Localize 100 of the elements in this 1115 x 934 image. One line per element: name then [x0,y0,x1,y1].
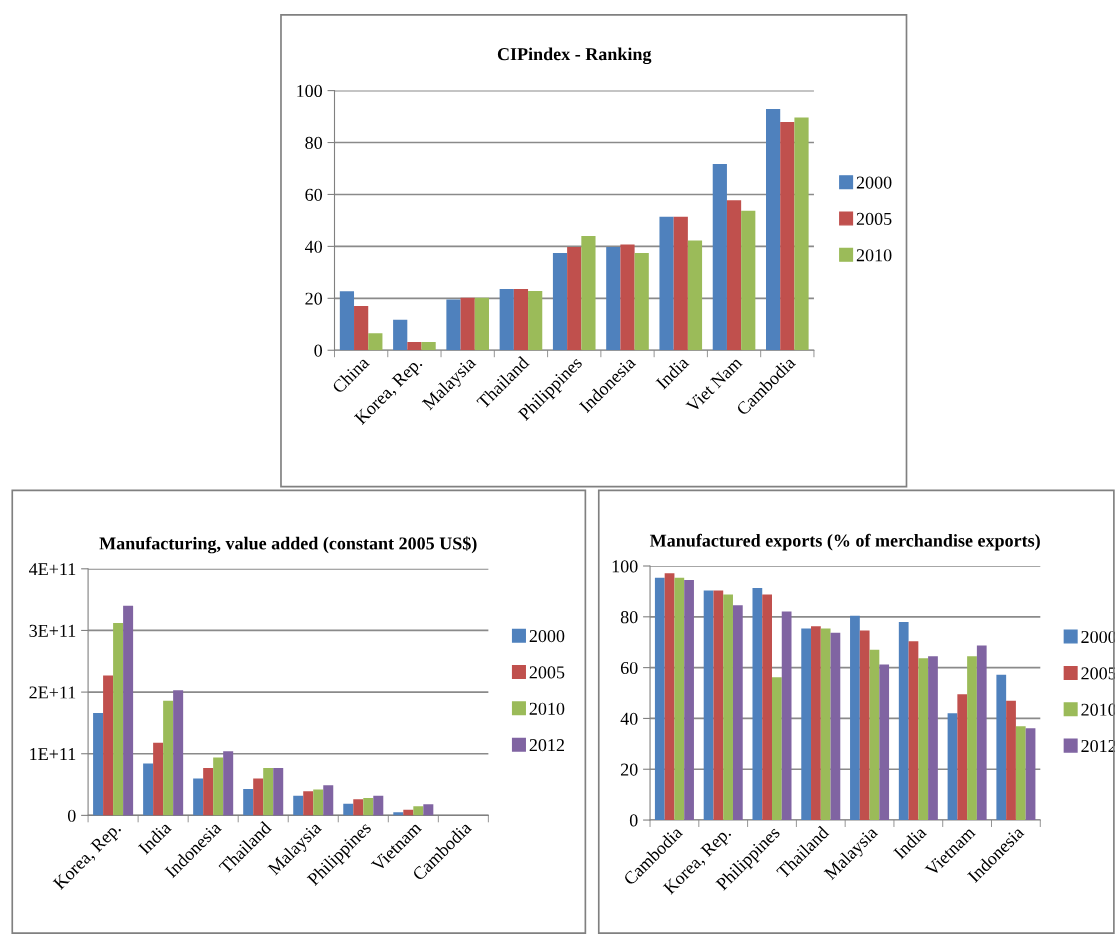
bar [830,632,841,821]
legend-label: 2012 [1081,739,1115,753]
bar [303,791,314,816]
y-tick-label: 100 [297,84,323,98]
y-tick-label: 20 [305,292,323,305]
bar [354,306,369,351]
bar [712,164,727,351]
legend-label: 2010 [856,249,892,262]
legend-label: 2000 [529,629,565,643]
bar [460,297,475,351]
y-tick-label: 80 [305,136,323,149]
legend-label: 2005 [529,666,565,679]
y-tick-label: 0 [629,814,638,827]
y-tick-label: 40 [620,712,638,725]
bar [223,751,234,816]
y-tick-label: 1E+11 [30,748,76,760]
bar [606,246,621,351]
bar [673,216,688,351]
bar [103,675,114,816]
bar [353,799,364,816]
bar [423,804,434,816]
bar [947,713,958,821]
bar [1015,726,1026,821]
bar [393,319,408,351]
bar [794,117,809,351]
bar [293,795,304,816]
bar [93,713,104,816]
bar [811,626,821,821]
bar [908,641,919,821]
bar [163,700,174,816]
y-tick-label: 20 [620,763,638,776]
bar [581,236,596,351]
bar [323,785,334,816]
bar [446,299,461,351]
bar [762,594,772,821]
bar [664,573,675,821]
bar [801,628,812,821]
bar [850,615,860,821]
bar [243,788,254,816]
legend-label: 2000 [856,176,892,189]
bar [654,577,665,821]
bar [869,649,880,821]
y-tick-label: 2E+11 [29,686,76,699]
bar [741,210,756,351]
y-tick-label: 0 [67,809,76,822]
bar [723,594,733,821]
y-tick-label: 4E+11 [29,563,76,576]
bar [393,812,404,816]
chart-title: Manufacturing, value added (constant 2005 US$) [99,536,477,554]
bar [313,789,324,816]
legend-label: 2005 [856,212,892,225]
bar [153,742,164,816]
bar [703,590,714,821]
bar [772,677,782,821]
y-tick-label: 3E+11 [29,624,76,637]
y-tick-label: 100 [612,560,638,573]
bar [343,803,354,816]
legend-label: 2010 [529,702,565,715]
bar [552,252,568,351]
bar [143,763,154,816]
bar [976,645,987,821]
bar [820,628,831,821]
bar [879,664,890,821]
bar [474,297,489,351]
bar [713,590,724,821]
bar [674,577,685,821]
bar [859,630,870,821]
bar [373,795,384,816]
y-tick-label: 60 [620,661,638,675]
bar [528,291,543,351]
bar [363,798,374,816]
bar [967,656,977,821]
y-tick-label: 80 [620,611,638,624]
bar [368,333,383,351]
bar [567,246,582,351]
bar [113,623,124,816]
legend-label: 2012 [529,739,564,752]
bar [123,605,134,816]
y-tick-label: 40 [304,240,323,253]
y-tick-label: 60 [305,188,323,201]
bar [513,288,529,351]
bar [996,674,1007,821]
bar [1006,700,1016,821]
bar [253,778,264,816]
bar [726,200,742,351]
bar [732,605,743,821]
bar [421,341,436,351]
bar [687,240,703,351]
bar [339,291,355,351]
bar [273,767,284,816]
bar [957,694,968,821]
bar [173,690,184,816]
bar [1025,728,1036,821]
bar [780,122,795,351]
chart-title: CIPindex - Ranking [497,47,652,65]
bar [407,341,422,351]
bar [781,611,792,821]
bar [766,109,781,351]
bar [634,252,649,351]
bar [620,244,635,351]
